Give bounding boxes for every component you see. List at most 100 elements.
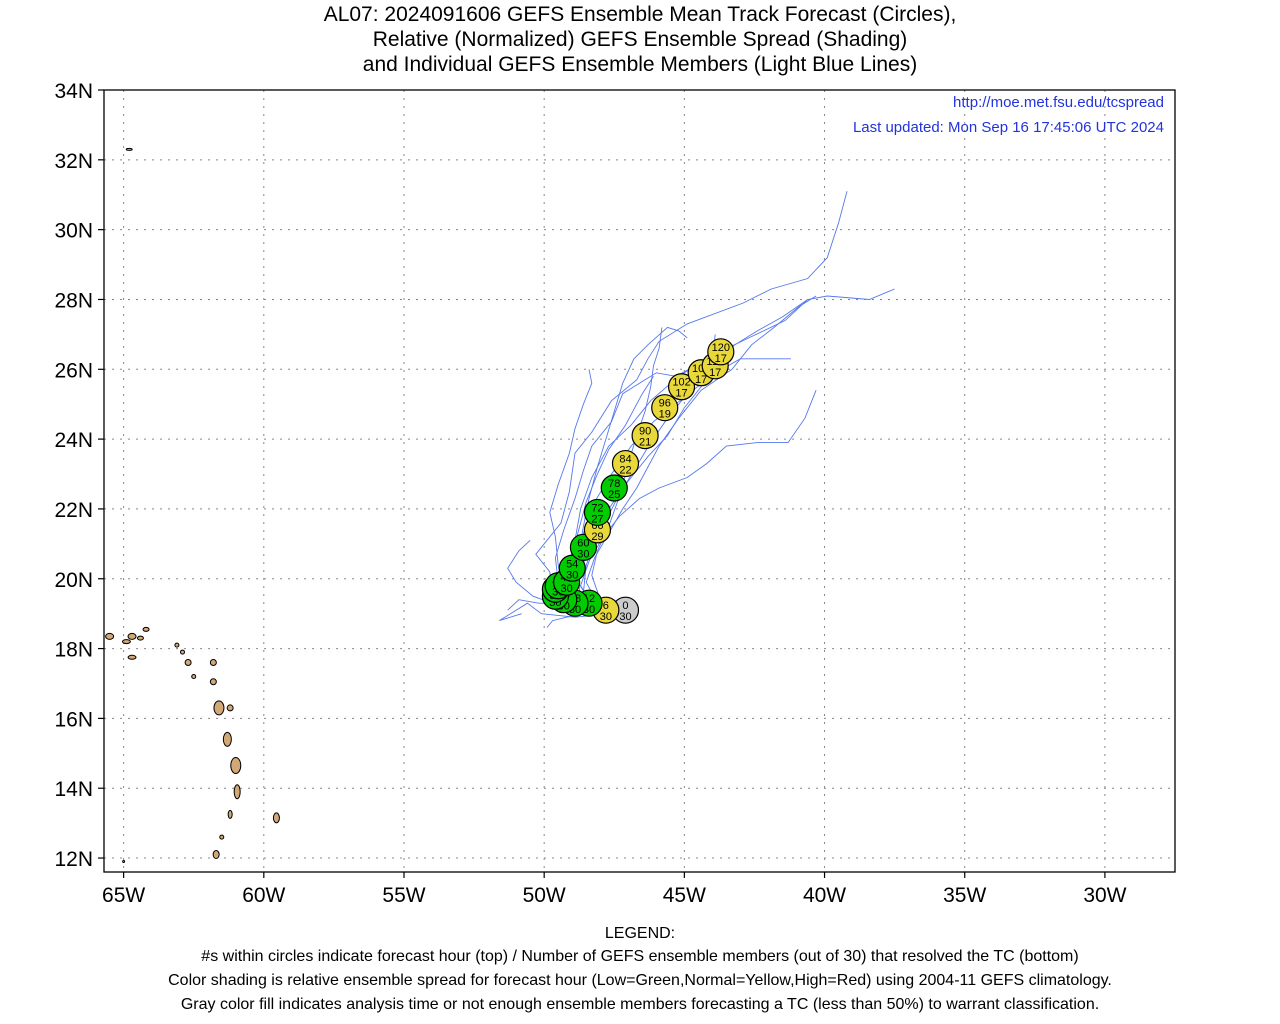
member-count: 17 bbox=[675, 388, 687, 400]
axis-ticks: 65W 60W 55W 50W 45W 40W 35W 30W 34N 32N 30N 28N 26N 2… bbox=[54, 80, 1126, 907]
mean-track: 0306301230183024303030363042304830543060… bbox=[541, 338, 735, 624]
lat-tick-label: 34N bbox=[54, 80, 93, 103]
member-count: 30 bbox=[566, 569, 578, 581]
island bbox=[184, 659, 192, 667]
member-track bbox=[563, 288, 895, 615]
member-count: 30 bbox=[619, 611, 631, 623]
forecast-hour: 60 bbox=[577, 537, 589, 549]
member-count: 17 bbox=[695, 374, 707, 386]
lon-tick-label: 65W bbox=[102, 884, 145, 907]
lon-tick-label: 55W bbox=[382, 884, 425, 907]
legend-heading: LEGEND: bbox=[604, 925, 676, 942]
legend-line-2: Color shading is relative ensemble sprea… bbox=[168, 972, 1112, 989]
legend-line-1: #s within circles indicate forecast hour… bbox=[201, 948, 1079, 965]
lon-tick-label: 40W bbox=[803, 884, 846, 907]
forecast-hour: 120 bbox=[712, 342, 730, 354]
forecast-hour: 84 bbox=[619, 454, 631, 466]
lon-tick-label: 60W bbox=[242, 884, 285, 907]
track-circle bbox=[611, 449, 640, 478]
track-circle bbox=[667, 373, 696, 401]
island bbox=[209, 678, 217, 686]
member-count: 29 bbox=[591, 531, 603, 543]
track-circle bbox=[707, 338, 735, 366]
forecast-hour: 78 bbox=[608, 478, 620, 490]
island bbox=[180, 649, 186, 655]
ensemble-member-tracks bbox=[499, 191, 895, 628]
track-circle bbox=[651, 394, 679, 422]
lon-tick-label: 35W bbox=[943, 884, 986, 907]
member-count: 17 bbox=[709, 367, 721, 379]
island bbox=[125, 147, 133, 151]
island bbox=[233, 784, 241, 800]
island bbox=[142, 626, 150, 632]
island bbox=[209, 659, 217, 667]
land-masses bbox=[105, 147, 280, 864]
island bbox=[272, 812, 280, 824]
last-updated: Last updated: Mon Sep 16 17:45:06 UTC 20… bbox=[853, 119, 1164, 136]
lat-tick-label: 30N bbox=[54, 220, 93, 243]
island bbox=[127, 654, 137, 660]
lat-tick-label: 20N bbox=[54, 569, 93, 592]
lon-tick-label: 50W bbox=[523, 884, 566, 907]
member-count: 30 bbox=[577, 548, 589, 560]
plot-frame bbox=[103, 89, 1176, 873]
island bbox=[212, 850, 220, 860]
lon-tick-label: 30W bbox=[1083, 884, 1126, 907]
forecast-hour: 54 bbox=[566, 558, 578, 570]
member-track bbox=[577, 299, 808, 615]
track-circle bbox=[631, 422, 659, 450]
track-circle bbox=[600, 474, 628, 502]
island bbox=[122, 860, 126, 864]
island bbox=[136, 635, 144, 641]
member-track bbox=[535, 191, 848, 615]
lat-tick-label: 32N bbox=[54, 150, 93, 173]
island bbox=[105, 632, 115, 640]
forecast-hour: 72 bbox=[591, 502, 603, 514]
member-count: 30 bbox=[560, 583, 572, 595]
lat-tick-label: 22N bbox=[54, 499, 93, 522]
island bbox=[227, 809, 233, 819]
island bbox=[230, 757, 242, 775]
member-track bbox=[585, 295, 817, 615]
island bbox=[219, 834, 225, 840]
track-point: 030 bbox=[611, 596, 640, 624]
chart-title-line-3: and Individual GEFS Ensemble Members (Li… bbox=[362, 53, 918, 76]
island bbox=[191, 674, 197, 679]
member-count: 21 bbox=[639, 437, 651, 449]
member-count: 27 bbox=[591, 513, 603, 525]
island bbox=[213, 700, 225, 716]
island bbox=[226, 704, 234, 712]
lat-tick-label: 18N bbox=[54, 639, 93, 662]
chart-title-line-1: AL07: 2024091606 GEFS Ensemble Mean Trac… bbox=[323, 3, 957, 26]
island bbox=[121, 639, 131, 645]
chart-title-line-2: Relative (Normalized) GEFS Ensemble Spre… bbox=[372, 28, 908, 51]
member-count: 17 bbox=[715, 353, 727, 365]
source-url[interactable]: http://moe.met.fsu.edu/tcspread bbox=[953, 94, 1164, 111]
member-count: 19 bbox=[659, 409, 671, 421]
island bbox=[222, 731, 232, 747]
track-circle bbox=[583, 498, 612, 527]
lat-tick-label: 12N bbox=[54, 848, 93, 871]
forecast-hour: 102 bbox=[672, 377, 690, 389]
lat-tick-label: 28N bbox=[54, 289, 93, 312]
legend-line-3: Gray color fill indicates analysis time … bbox=[180, 996, 1100, 1013]
lat-tick-label: 26N bbox=[54, 359, 93, 382]
member-track bbox=[580, 390, 817, 615]
forecast-hour: 0 bbox=[622, 600, 628, 612]
lat-tick-label: 24N bbox=[54, 429, 93, 452]
member-track bbox=[499, 602, 612, 622]
forecast-hour: 6 bbox=[603, 600, 609, 612]
island bbox=[127, 632, 137, 640]
map-grid bbox=[104, 89, 1175, 872]
member-count: 30 bbox=[600, 611, 612, 623]
lon-tick-label: 45W bbox=[663, 884, 706, 907]
lat-tick-label: 16N bbox=[54, 708, 93, 731]
